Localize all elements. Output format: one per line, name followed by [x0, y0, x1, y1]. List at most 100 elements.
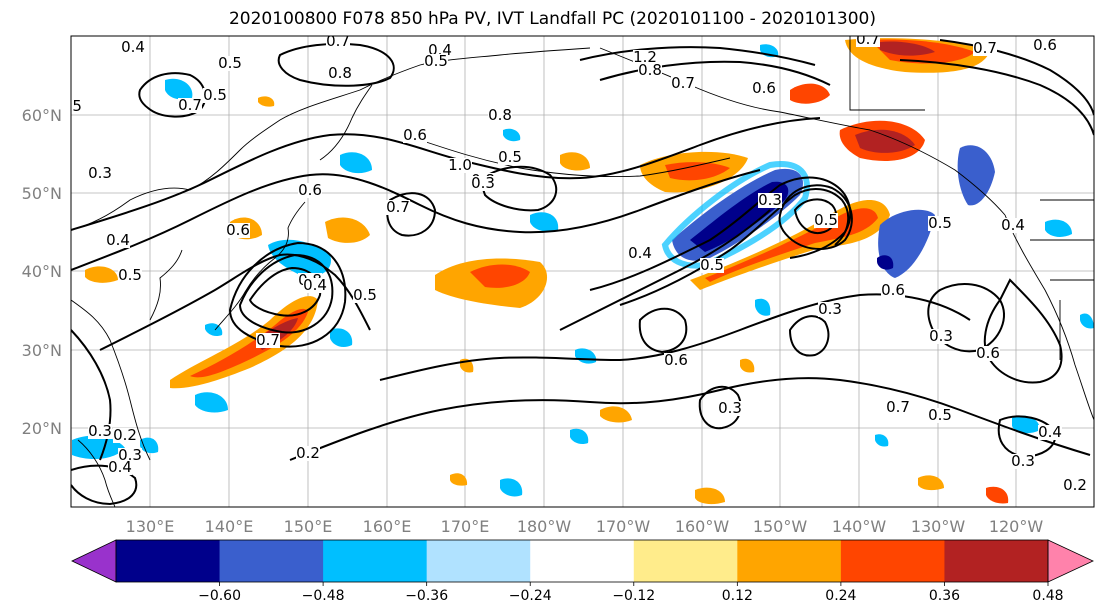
contour-label: 0.2 [296, 444, 320, 462]
pv-positive-patch [855, 129, 915, 153]
contour-label-bg [118, 448, 142, 463]
lat-tick-label: 40°N [22, 262, 62, 281]
contour-label-bg [178, 98, 202, 113]
colorbar-segment [426, 540, 531, 582]
lon-tick-label: 130°E [126, 517, 175, 536]
contour-line [788, 315, 830, 357]
contour-label: 0.3 [471, 174, 495, 192]
contour-label: 0.2 [113, 426, 137, 444]
contour-label: 0.7 [326, 32, 350, 50]
lat-tick-label: 50°N [22, 184, 62, 203]
contour-label: 0.3 [1011, 452, 1035, 470]
contour-line [638, 307, 688, 354]
coastline-kamchatka [319, 84, 373, 161]
contour-label-bg [973, 41, 997, 56]
contour-label-bg [1033, 38, 1057, 53]
contour-label: 0.7 [386, 198, 410, 216]
contour-label-bg [113, 428, 137, 443]
contour-label: 0.6 [976, 344, 1000, 362]
contour-label-bg [118, 268, 142, 283]
contour-label-bg [121, 40, 145, 55]
pv-negative-patch [165, 78, 193, 100]
map-title: 2020100800 F078 850 hPa PV, IVT Landfall… [228, 9, 876, 29]
colorbar-tick-label: 0.36 [929, 588, 960, 601]
contour-label-bg [448, 158, 472, 173]
contour-label: 0.5 [814, 211, 838, 229]
lon-tick-label: 170°W [596, 517, 651, 536]
colorbar-segment [840, 540, 945, 582]
contour-label: 0.3 [758, 191, 782, 209]
map-content: 0.4 0.7 0.40.5 1.20.80.50.50.7 0.60.70.80.70… [58, 30, 1094, 507]
contour-label: 0.3 [818, 300, 842, 318]
border-states [1030, 239, 1094, 360]
contour-label: 0.7 [856, 30, 880, 48]
colorbar-ticks: −0.60 −0.48 −0.36 −0.24 −0.12 0.12 0.24 0.36 0.4… [198, 582, 1064, 601]
map-frame [70, 35, 1095, 508]
contour-label-bg [633, 50, 657, 65]
contour-label: 0.4 [303, 276, 327, 294]
colorbar-tick-label: 0.24 [825, 588, 856, 601]
border-canada-alaska [849, 36, 925, 111]
lat-tick-label: 60°N [22, 106, 62, 125]
contour-label: 0.5 [203, 86, 227, 104]
colorbar-tick-label: −0.12 [612, 588, 655, 601]
lon-tick-label: 160°E [363, 517, 412, 536]
pv-negative-patch [503, 128, 521, 142]
contour-label: 0.5 [928, 214, 952, 232]
coastline-aleutians [419, 139, 731, 178]
contour-line [248, 266, 322, 317]
contour-label: 0.6 [403, 126, 427, 144]
pv-negative-patch [877, 255, 894, 270]
colorbar-segment [323, 540, 428, 582]
contour-label-bg [928, 408, 952, 423]
contour-line [71, 464, 138, 506]
contour-label-bg [88, 424, 112, 439]
lat-tick-label: 20°N [22, 419, 62, 438]
pv-negative-patch [140, 437, 159, 454]
pv-positive-patch [790, 83, 830, 104]
contour-line [939, 39, 1094, 116]
contour-label: 0.6 [1033, 36, 1057, 54]
colorbar-frame [115, 539, 1049, 583]
contour-line [778, 184, 853, 250]
colorbar [71, 539, 1094, 583]
colorbar-segment [633, 540, 738, 582]
contour-label: 0.3 [118, 446, 142, 464]
latitude-labels: 60°N 50°N 40°N 30°N 20°N [22, 106, 62, 438]
contour-label: 0.5 [700, 256, 724, 274]
contour-label: 0.5 [58, 97, 82, 115]
lon-tick-label: 150°W [753, 517, 808, 536]
pv-negative-patch [530, 212, 559, 232]
pv-negative-patch [755, 298, 771, 316]
contour-label-bg [303, 278, 327, 293]
colorbar-segment [530, 540, 635, 582]
contour-line [559, 209, 771, 331]
contour-label-bg [638, 63, 662, 78]
contour-label: 0.6 [664, 351, 688, 369]
contour-label: 1.2 [633, 48, 657, 66]
lon-tick-label: 140°W [832, 517, 887, 536]
contour-label-bg [664, 353, 688, 368]
colorbar-extend-low [71, 539, 117, 583]
contour-label: 0.3 [88, 422, 112, 440]
lon-tick-label: 160°W [675, 517, 730, 536]
colorbar-tick-label: 0.12 [722, 588, 753, 601]
pv-positive-patch [740, 358, 755, 373]
colorbar-tick-label: −0.24 [509, 588, 552, 601]
contour-label: 0.5 [353, 286, 377, 304]
coastline-asia [71, 47, 591, 231]
contour-label: 0.4 [121, 38, 145, 56]
lon-tick-label: 170°E [441, 517, 490, 536]
colorbar-tick-label: −0.60 [198, 588, 241, 601]
pv-positive-patch [450, 473, 468, 486]
contour-line [599, 60, 831, 86]
contour-label-bg [256, 333, 280, 348]
colorbar-tick-label: −0.36 [405, 588, 448, 601]
lon-tick-label: 180°W [517, 517, 572, 536]
contour-label-bg [929, 329, 953, 344]
pv-positive-patch [918, 475, 944, 491]
contour-label: 0.5 [928, 406, 952, 424]
contour-label-bg [976, 346, 1000, 361]
lon-tick-label: 140°E [205, 517, 254, 536]
